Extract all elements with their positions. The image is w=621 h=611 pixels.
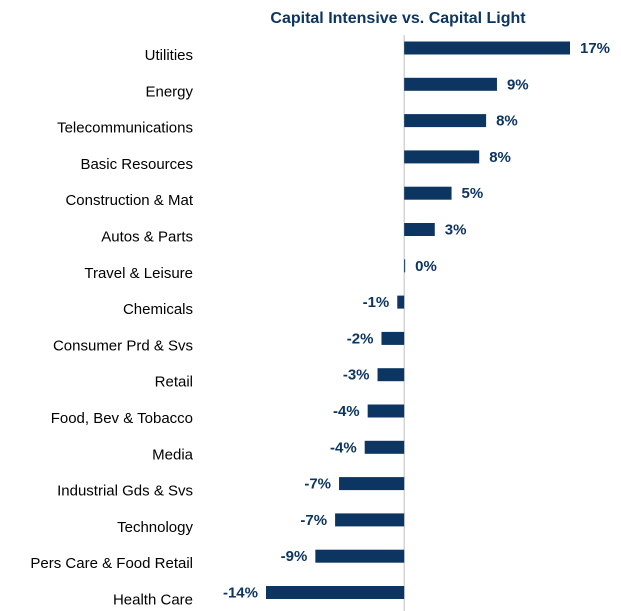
category-label: Consumer Prd & Svs xyxy=(53,337,193,354)
bar xyxy=(381,331,405,345)
value-label: 5% xyxy=(462,185,484,202)
category-label: Industrial Gds & Svs xyxy=(57,483,193,500)
value-label: -3% xyxy=(343,367,370,384)
bar xyxy=(404,77,497,91)
category-label: Chemicals xyxy=(123,301,193,318)
bar xyxy=(266,586,405,599)
bar xyxy=(404,114,487,128)
category-label: Retail xyxy=(155,374,193,391)
category-label: Technology xyxy=(117,519,193,536)
category-label: Autos & Parts xyxy=(101,228,193,245)
chart-title: Capital Intensive vs. Capital Light xyxy=(270,10,526,27)
value-label: -2% xyxy=(347,330,374,347)
category-label: Media xyxy=(152,446,194,463)
bar xyxy=(404,259,406,273)
value-label: -7% xyxy=(304,476,331,493)
value-label: 0% xyxy=(415,258,437,275)
value-label: 9% xyxy=(507,76,529,93)
category-label: Telecommunications xyxy=(57,120,193,137)
bar xyxy=(315,549,405,563)
value-label: -4% xyxy=(333,403,360,420)
value-label: 8% xyxy=(496,113,518,130)
bar xyxy=(397,295,405,309)
value-label: -14% xyxy=(223,584,258,601)
category-label: Travel & Leisure xyxy=(84,265,193,282)
value-label: 3% xyxy=(445,221,467,238)
bar xyxy=(339,477,405,491)
bar xyxy=(404,223,435,236)
value-label: -9% xyxy=(281,548,308,565)
category-label: Energy xyxy=(145,83,193,100)
bar xyxy=(364,440,405,454)
value-label: -1% xyxy=(363,294,390,311)
value-label: 17% xyxy=(580,40,610,57)
bar xyxy=(404,41,570,55)
category-label: Pers Care & Food Retail xyxy=(30,555,193,572)
value-label: -7% xyxy=(300,512,327,529)
category-label: Construction & Mat xyxy=(65,192,193,209)
bar xyxy=(335,513,405,527)
value-label: -4% xyxy=(330,439,357,456)
category-label: Food, Bev & Tobacco xyxy=(51,410,193,427)
bar xyxy=(377,368,405,382)
bar xyxy=(404,150,480,164)
bar xyxy=(404,186,452,200)
category-label: Utilities xyxy=(145,47,193,64)
value-label: 8% xyxy=(489,149,511,166)
bar xyxy=(367,404,405,418)
category-label: Basic Resources xyxy=(80,156,193,173)
category-label: Health Care xyxy=(113,591,193,608)
